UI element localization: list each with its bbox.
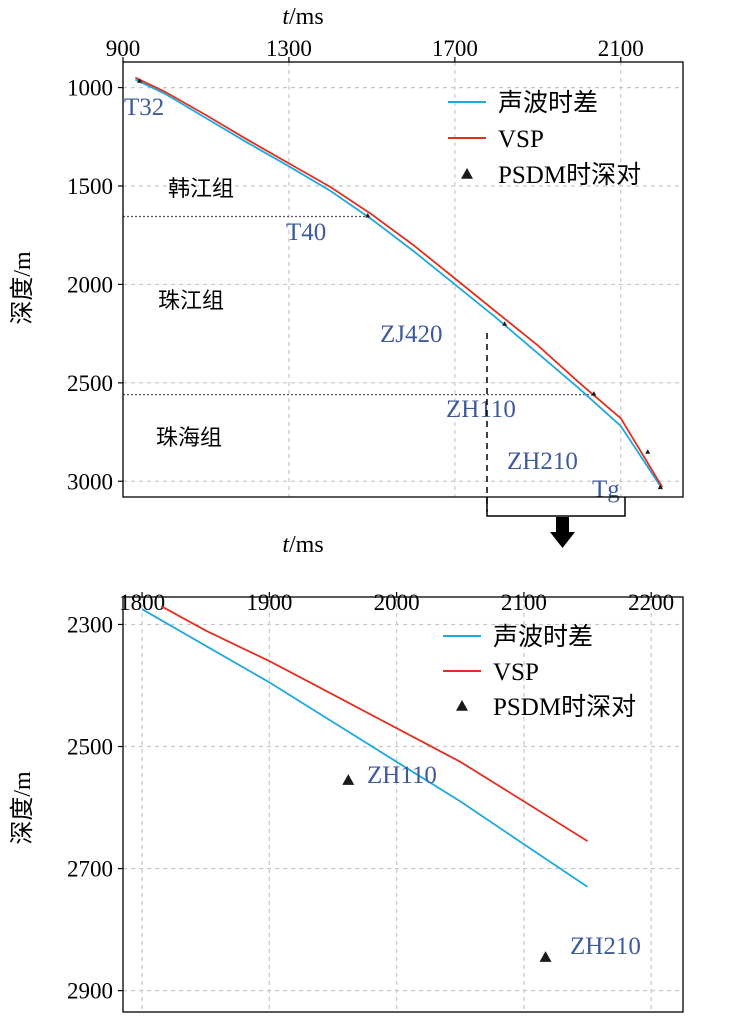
plot-frame — [122, 61, 684, 498]
legend-entry: PSDM时深对 — [498, 161, 641, 189]
series-line-vsp — [160, 605, 588, 842]
y-tick-label: 1500 — [67, 174, 113, 199]
annotation-zh210: ZH210 — [507, 448, 578, 475]
zoom-connector — [486, 333, 626, 548]
zoom-arrow-icon — [550, 517, 575, 548]
psdm-marker — [137, 78, 143, 83]
psdm-marker — [365, 213, 371, 218]
annotation-t32: T32 — [124, 94, 164, 121]
x-tick-label: 1300 — [266, 36, 312, 61]
annotation-zh210: ZH210 — [570, 933, 641, 960]
x-tick-label: 1700 — [432, 36, 478, 61]
psdm-marker — [591, 391, 597, 396]
annotation-zh110: ZH110 — [446, 396, 516, 423]
x-tick-label: 2100 — [598, 36, 644, 61]
legend-entry: VSP — [493, 659, 539, 686]
y-tick-label: 1000 — [67, 76, 113, 101]
x-tick-label: 1900 — [246, 590, 292, 615]
x-tick-label: 900 — [106, 36, 141, 61]
annotation-t40: T40 — [286, 219, 326, 246]
series-line-vsp — [135, 76, 664, 488]
x-tick-label: 1800 — [119, 590, 165, 615]
plot-frame — [122, 596, 684, 1013]
formation-label: 韩江组 — [168, 177, 234, 202]
series-line-sonic — [135, 78, 664, 490]
x-tick-label: 2100 — [501, 590, 547, 615]
annotation-zj420: ZJ420 — [380, 321, 443, 348]
psdm-marker — [657, 484, 663, 490]
top-panel: 900 1300 1700 2100 1000 1500 2000 2500 3000 t/ms 深… — [9, 4, 684, 503]
psdm-marker — [539, 951, 552, 962]
legend-entry: 声波时差 — [493, 623, 593, 651]
legend-swatch — [456, 700, 468, 711]
psdm-marker — [645, 449, 651, 454]
y-tick-label: 2700 — [67, 857, 113, 882]
bottom-panel: 1800 1900 2000 2100 2200 2300 2500 2700 2900 t/ms… — [9, 532, 684, 1013]
y-axis-title: 深度/m — [9, 251, 36, 325]
y-tick-label: 2000 — [67, 272, 113, 297]
legend-entry: PSDM时深对 — [493, 693, 636, 721]
annotation-zh110: ZH110 — [367, 762, 437, 789]
legend-swatch — [461, 168, 473, 179]
x-tick-label: 2200 — [628, 590, 674, 615]
x-axis-title: t/ms — [282, 4, 323, 30]
y-tick-label: 2500 — [67, 371, 113, 396]
y-tick-label: 3000 — [67, 469, 113, 494]
y-axis-title: 深度/m — [9, 771, 36, 845]
x-tick-label: 2000 — [374, 590, 420, 615]
legend-entry: VSP — [498, 126, 544, 153]
formation-label: 珠海组 — [156, 426, 222, 451]
y-tick-label: 2300 — [67, 612, 113, 637]
psdm-marker — [342, 774, 355, 785]
y-tick-label: 2500 — [67, 735, 113, 760]
legend-entry: 声波时差 — [498, 89, 598, 117]
annotation-tg: Tg — [592, 476, 620, 503]
formation-label: 珠江组 — [158, 289, 224, 314]
x-axis-title: t/ms — [282, 532, 323, 558]
zoom-bracket — [486, 497, 626, 517]
psdm-marker — [502, 321, 508, 326]
series-line-sonic — [141, 608, 589, 888]
y-tick-label: 2900 — [67, 979, 113, 1004]
